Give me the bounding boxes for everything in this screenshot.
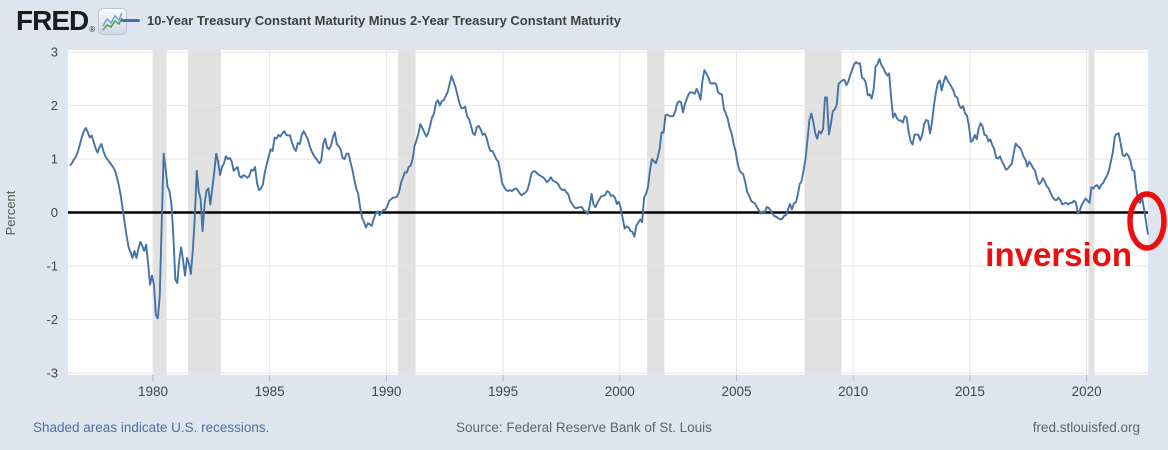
- chart-canvas[interactable]: 1980 1985 1990 1995 2000 2005 2010 2015 20203210…: [0, 0, 1168, 412]
- chart-footer: Shaded areas indicate U.S. recessions. S…: [0, 413, 1168, 443]
- x-tick-label: 1980: [138, 384, 168, 399]
- x-tick-label: 2005: [721, 384, 751, 399]
- registered-trademark-icon: ®: [89, 25, 96, 34]
- inversion-label: inversion: [985, 236, 1132, 273]
- series-title: 10-Year Treasury Constant Maturity Minus…: [147, 12, 621, 28]
- x-tick-label: 2020: [1072, 384, 1102, 399]
- fred-site-link[interactable]: fred.stlouisfed.org: [1032, 420, 1140, 435]
- fred-logo[interactable]: FRED ®: [16, 5, 128, 36]
- y-tick-label: 3: [51, 45, 58, 60]
- y-axis-title: Percent: [3, 190, 18, 235]
- y-tick-label: -2: [46, 312, 58, 327]
- y-tick-label: 1: [51, 152, 58, 167]
- x-tick-label: 2015: [955, 384, 985, 399]
- y-tick-label: -3: [46, 366, 58, 381]
- fred-logo-text: FRED: [16, 5, 89, 36]
- source-attribution: Source: Federal Reserve Bank of St. Loui…: [456, 420, 712, 435]
- legend-line-swatch: [121, 18, 140, 22]
- x-tick-label: 1985: [255, 384, 285, 399]
- x-tick-label: 2000: [605, 384, 635, 399]
- x-tick-label: 1995: [488, 384, 518, 399]
- y-tick-label: 2: [51, 98, 58, 113]
- chart-header: FRED ® 10-Year Treasury Constant Maturit…: [0, 0, 1168, 42]
- y-tick-label: -1: [46, 259, 58, 274]
- x-tick-label: 2010: [838, 384, 868, 399]
- series-line: [69, 58, 1149, 320]
- series-legend: 10-Year Treasury Constant Maturity Minus…: [121, 0, 621, 40]
- inversion-circle-annotation: [1127, 191, 1167, 251]
- recession-note-link[interactable]: Shaded areas indicate U.S. recessions.: [33, 420, 270, 435]
- y-tick-label: 0: [51, 205, 58, 220]
- x-tick-label: 1990: [371, 384, 401, 399]
